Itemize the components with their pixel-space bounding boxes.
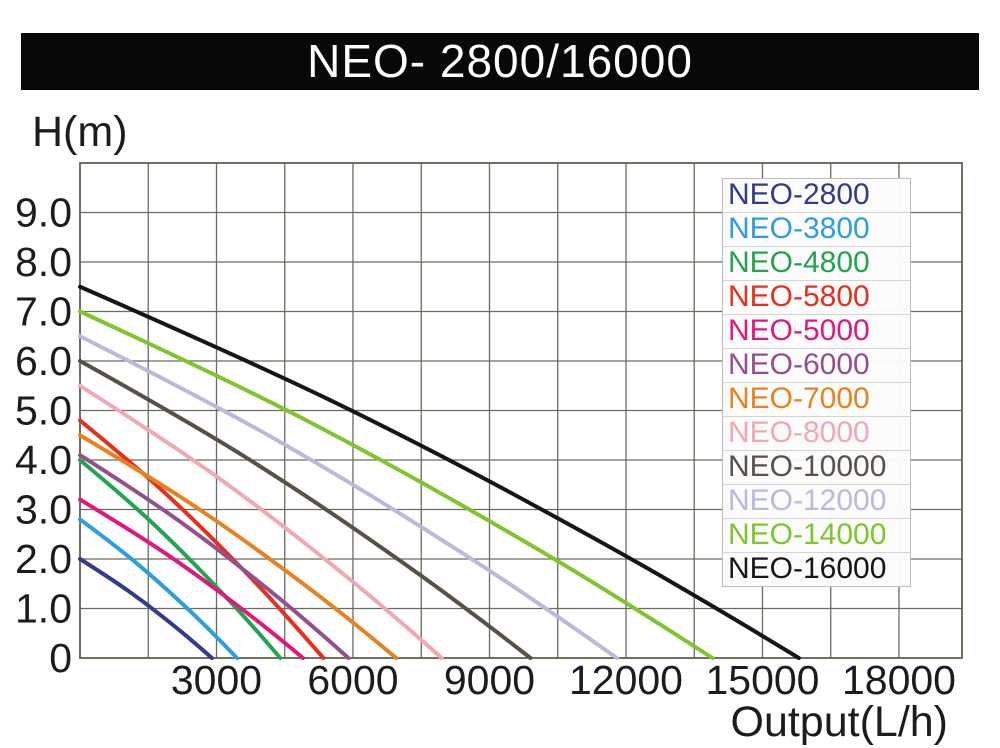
y-tick-label: 4.0 <box>15 437 72 483</box>
legend-item-NEO-5800: NEO-5800 <box>723 281 910 315</box>
y-tick-label: 0 <box>49 635 72 681</box>
curve-NEO-7000 <box>78 433 399 660</box>
curve-NEO-12000 <box>78 334 619 660</box>
y-tick-label: 2.0 <box>15 536 72 582</box>
legend-item-NEO-12000: NEO-12000 <box>723 485 910 519</box>
x-tick-label: 9000 <box>444 657 535 703</box>
legend-item-NEO-7000: NEO-7000 <box>723 383 910 417</box>
legend-item-NEO-5000: NEO-5000 <box>723 315 910 349</box>
legend-item-NEO-14000: NEO-14000 <box>723 519 910 553</box>
y-tick-label: 3.0 <box>15 487 72 533</box>
legend: NEO-2800 NEO-3800 NEO-4800 NEO-5800 NEO-5000… <box>722 178 911 587</box>
curve-NEO-14000 <box>78 309 715 660</box>
curve-NEO-5000 <box>78 497 305 660</box>
curve-NEO-16000 <box>78 284 801 660</box>
x-tick-label: 18000 <box>842 657 956 703</box>
y-tick-label: 7.0 <box>15 289 72 335</box>
x-tick-label: 3000 <box>171 657 262 703</box>
curve-NEO-4800 <box>78 458 283 660</box>
y-tick-label: 6.0 <box>15 338 72 384</box>
curve-NEO-10000 <box>78 359 533 660</box>
y-tick-label: 9.0 <box>15 190 72 236</box>
curve-NEO-8000 <box>78 383 444 660</box>
y-axis-title: H(m) <box>32 108 128 156</box>
curve-NEO-6000 <box>78 453 351 660</box>
legend-item-NEO-8000: NEO-8000 <box>723 417 910 451</box>
legend-item-NEO-16000: NEO-16000 <box>728 552 887 585</box>
legend-item-NEO-4800: NEO-4800 <box>723 247 910 281</box>
y-tick-label: 8.0 <box>15 239 72 285</box>
legend-item-NEO-10000: NEO-10000 <box>723 451 910 485</box>
title-banner: NEO- 2800/16000 <box>21 33 979 90</box>
x-tick-label: 12000 <box>569 657 683 703</box>
x-tick-label: 15000 <box>705 657 819 703</box>
y-tick-label: 5.0 <box>15 388 72 434</box>
curve-NEO-3800 <box>78 517 239 660</box>
plot-border <box>79 162 963 659</box>
x-axis-title: Output(L/h) <box>730 698 949 746</box>
legend-item-NEO-3800: NEO-3800 <box>723 213 910 247</box>
curve-NEO-2800 <box>78 557 214 660</box>
y-tick-label: 1.0 <box>15 586 72 632</box>
legend-item-NEO-2800: NEO-2800 <box>723 179 910 213</box>
x-tick-label: 6000 <box>307 657 398 703</box>
legend-item-NEO-6000: NEO-6000 <box>723 349 910 383</box>
